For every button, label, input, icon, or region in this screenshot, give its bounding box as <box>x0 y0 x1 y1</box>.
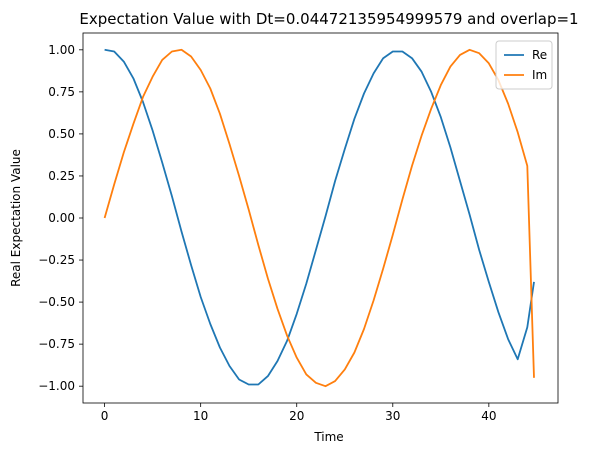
y-axis-label: Real Expectation Value <box>9 149 23 287</box>
x-axis-label: Time <box>313 430 343 444</box>
y-tick-label: 0.75 <box>48 85 75 99</box>
series-layer <box>103 48 535 388</box>
y-tick-label: −1.00 <box>38 379 75 393</box>
x-tick-label: 10 <box>193 409 208 423</box>
y-tick-label: 1.00 <box>48 43 75 57</box>
axes-frame <box>82 32 559 404</box>
legend-box <box>495 40 553 90</box>
series-line-im <box>103 48 535 388</box>
legend-label-im: Im <box>532 68 547 82</box>
y-tick-label: −0.75 <box>38 337 75 351</box>
chart-title: Expectation Value with Dt=0.044721359549… <box>79 10 578 28</box>
y-tick-label: 0.50 <box>48 127 75 141</box>
plot-area: 0 10 20 30 40 −1.00 −0.75 −0.50 −0.25 0.00 0.25 0.5… <box>38 32 559 423</box>
x-tick-label: 20 <box>289 409 304 423</box>
y-tick-label: −0.50 <box>38 295 75 309</box>
y-tick-label: 0.25 <box>48 169 75 183</box>
series-line-re <box>104 48 535 386</box>
axes-layer: 0 10 20 30 40 −1.00 −0.75 −0.50 −0.25 0.00 0.25 0.5… <box>38 43 496 423</box>
legend-label-re: Re <box>532 48 547 62</box>
x-tick-label: 40 <box>481 409 496 423</box>
x-tick-label: 0 <box>101 409 109 423</box>
y-tick-label: −0.25 <box>38 253 75 267</box>
legend: Re Im <box>495 40 553 90</box>
y-tick-label: 0.00 <box>48 211 75 225</box>
x-tick-label: 30 <box>385 409 400 423</box>
